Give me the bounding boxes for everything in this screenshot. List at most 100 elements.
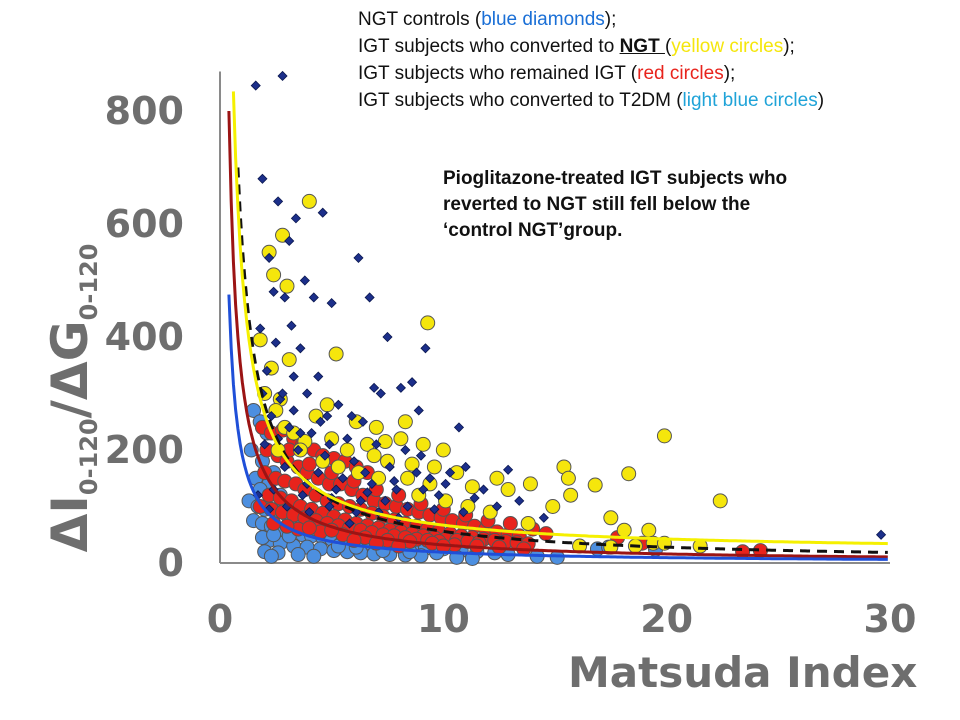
ngt-control-diamond — [313, 467, 324, 478]
ngt-control-diamond — [876, 529, 887, 540]
ngt-control-diamond — [322, 411, 333, 422]
yellow-circles-point — [520, 515, 536, 531]
x-tick-label: 30 — [864, 597, 917, 641]
ngt-control-diamond — [326, 298, 337, 309]
yellow-circles-point — [275, 227, 291, 243]
note-line-2: reverted to NGT still fell below the — [443, 194, 751, 215]
yellow-circles-point — [377, 434, 393, 450]
fit-curves — [227, 91, 888, 561]
legend-ngt-suffix: ); — [604, 9, 617, 30]
yellow-circles-point — [522, 476, 538, 492]
yellow-circles-point — [438, 493, 454, 509]
ngt-control-diamond — [469, 492, 480, 504]
ngt-control-diamond — [348, 456, 360, 467]
ngt-control-diamond — [266, 411, 277, 422]
lightblue-circles-point — [306, 548, 322, 564]
y-axis-label: ΔI0-120/ΔG0-120 — [38, 218, 103, 578]
ngt-control-diamond — [308, 292, 319, 303]
yellow-circles-point — [616, 522, 632, 538]
ngt-control-diamond — [503, 464, 514, 475]
ngt-control-diamond — [460, 461, 471, 473]
ngt-control-diamond — [268, 286, 279, 297]
yellow-circles-point — [426, 459, 442, 475]
legend-ngt-color-text: blue diamonds — [481, 9, 605, 30]
yellow-circles-point — [489, 470, 505, 486]
ngt-control-diamond — [302, 388, 313, 399]
legend-red-prefix: IGT subjects who remained IGT ( — [358, 63, 638, 84]
ngt-control-diamond — [364, 292, 375, 303]
ngt-control-diamond — [257, 173, 268, 184]
ngt-control-diamond — [366, 478, 377, 489]
yellow-circles-point — [371, 470, 387, 486]
ngt-control-diamond — [346, 411, 357, 422]
ngt-control-diamond — [284, 235, 295, 247]
yellow-circles-point — [328, 346, 344, 362]
legend-ngt-prefix: NGT controls ( — [358, 9, 482, 30]
ngt-control-curve — [236, 167, 888, 554]
y-tick-label: 800 — [105, 89, 184, 133]
yellow-circles-point — [301, 193, 317, 209]
legend-lightblue-color-text: light blue circles — [682, 90, 818, 111]
ngt-control-diamond — [380, 495, 391, 506]
y-label-sub-2: 0-120 — [75, 243, 103, 321]
yellow-circles-point — [621, 466, 637, 482]
ngt-control-diamond — [360, 467, 371, 478]
ngt-control-diamond — [402, 501, 413, 512]
note-line-3: ‘control NGT’group. — [443, 220, 623, 241]
annotation-note: Pioglitazone-treated IGT subjects who re… — [443, 166, 913, 244]
ngt-control-diamond — [433, 490, 444, 501]
yellow-circles-point — [281, 352, 297, 368]
ngt-control-diamond — [424, 473, 435, 484]
x-tick-label: 10 — [417, 597, 470, 641]
yellow-circles-point — [482, 504, 498, 520]
yellow-circles-point — [393, 431, 409, 447]
yellow-circles-point — [266, 267, 282, 283]
ngt-control-diamond — [407, 377, 418, 388]
legend-yellow-mid: ( — [664, 36, 672, 57]
yellow-curve — [231, 91, 888, 546]
ngt-control-diamond — [357, 416, 368, 427]
ngt-control-diamond — [375, 388, 386, 399]
ngt-control-diamond — [315, 416, 326, 427]
yellow-circles-point — [563, 487, 579, 503]
yellow-circles-point — [587, 477, 603, 493]
ngt-control-diamond — [324, 501, 335, 512]
ngt-control-diamond — [400, 444, 411, 456]
legend-lightblue-suffix: ) — [817, 90, 825, 111]
legend-yellow-prefix: IGT subjects who converted to — [358, 36, 620, 57]
ngt-control-diamond — [250, 80, 261, 91]
yellow-circles-point — [330, 459, 346, 475]
ngt-control-diamond — [279, 461, 290, 473]
yellow-circles-point — [400, 470, 416, 486]
ngt-control-diamond — [255, 323, 266, 334]
ngt-control-diamond — [295, 427, 306, 439]
ngt-control-diamond — [458, 507, 469, 518]
legend-yellow-underlined: NGT — [619, 36, 665, 57]
y-tick-label: 0 — [158, 541, 184, 585]
yellow-circles-point — [464, 479, 480, 495]
yellow-circles-point — [420, 315, 436, 331]
ngt-control-diamond — [478, 484, 489, 495]
ngt-control-diamond — [270, 337, 281, 348]
legend-igt-t2dm: IGT subjects who converted to T2DM (ligh… — [358, 89, 824, 112]
legend-red-color-text: red circles — [637, 63, 724, 84]
ngt-control-diamond — [319, 450, 331, 461]
ngt-control-diamond — [369, 382, 380, 393]
y-tick-label: 600 — [105, 202, 184, 246]
yellow-circles-point — [279, 278, 295, 294]
legend-yellow-suffix: ); — [783, 36, 795, 57]
y-tick-label: 400 — [105, 315, 184, 359]
x-tick-label: 20 — [640, 597, 693, 641]
ngt-control-diamond — [491, 501, 502, 512]
red-circles-point — [301, 456, 317, 472]
yellow-circles-point — [404, 456, 420, 472]
y-tick-label: 200 — [105, 428, 184, 472]
ngt-control-diamond — [277, 388, 288, 399]
ngt-control-diamond — [279, 292, 290, 303]
legend-lightblue-prefix: IGT subjects who converted to T2DM ( — [358, 90, 683, 111]
yellow-circles-point — [656, 428, 672, 444]
ngt-control-diamond — [418, 484, 429, 495]
ngt-control-diamond — [297, 490, 308, 501]
yellow-circles-point — [712, 493, 728, 509]
